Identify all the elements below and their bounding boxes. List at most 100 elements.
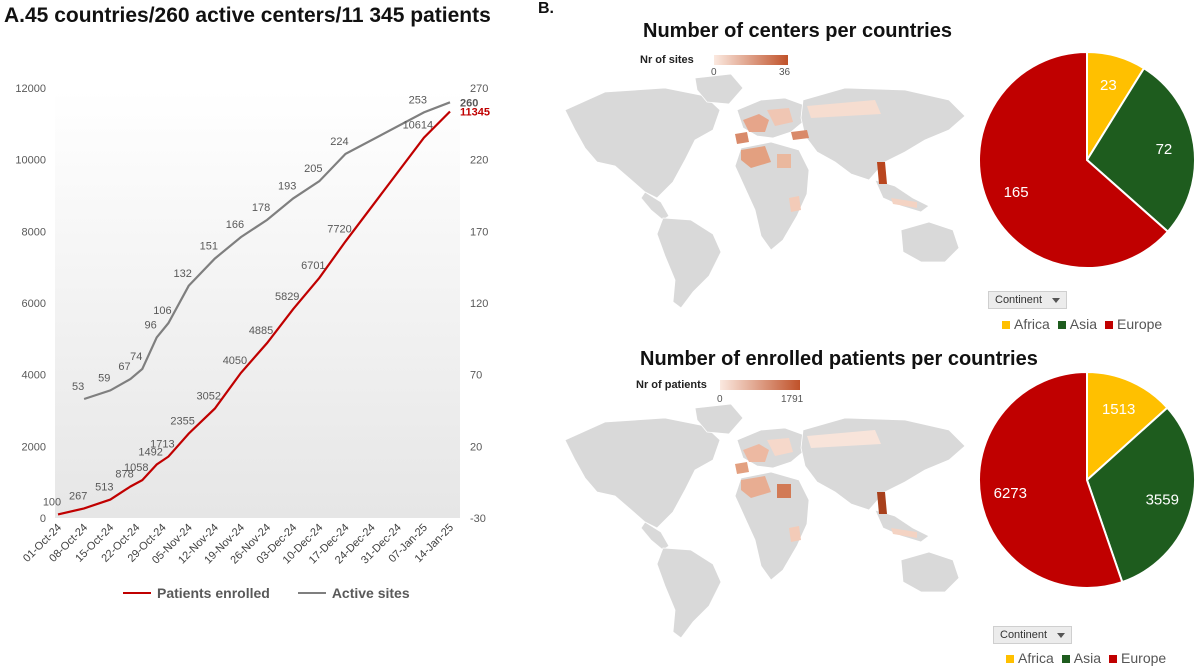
sites-point-label: 106 [153, 305, 171, 317]
right-tick-label: 170 [470, 226, 488, 238]
left-tick-label: 8000 [22, 226, 46, 238]
europe-swatch [1105, 321, 1114, 329]
legend-asia: Asia [1069, 316, 1098, 332]
sites-point-label: 178 [252, 202, 270, 214]
left-tick-label: 6000 [22, 298, 46, 310]
highlight-egypt [777, 154, 791, 168]
pie-patients: 1513 3559 6273 [977, 370, 1196, 589]
patients-point-label: 1713 [150, 439, 174, 451]
asia-swatch [1061, 655, 1070, 663]
highlight-north-africa-2 [741, 476, 771, 498]
right-tick-label: 220 [470, 155, 488, 167]
highlight-turkey [791, 130, 809, 140]
pie-slice-europe [978, 50, 1170, 269]
sites-point-label: 67 [118, 361, 130, 373]
pie-slice-asia [1085, 66, 1196, 234]
greenland [694, 73, 744, 105]
europe-swatch [1109, 655, 1118, 663]
sites-point-label: 260 [460, 97, 478, 109]
highlight-western-europe [743, 114, 769, 132]
pie-slice-asia [1085, 406, 1196, 584]
sites-point-label: 132 [173, 268, 191, 280]
legend-africa: Africa [1018, 650, 1054, 666]
continent-legend-2: Africa Asia Europe [1006, 650, 1166, 666]
australia-2 [900, 551, 960, 593]
patients-point-label: 2355 [170, 416, 194, 428]
right-tick-label: 20 [470, 441, 482, 453]
patients-point-label: 100 [43, 496, 61, 508]
sites-point-label: 74 [130, 351, 142, 363]
highlight-east-africa-2 [789, 526, 801, 542]
pie-centers: 23 72 165 [978, 50, 1196, 269]
left-tick-label: 12000 [15, 83, 46, 95]
continent-legend-1: Africa Asia Europe [1002, 316, 1162, 332]
highlight-indonesia-2 [891, 528, 917, 538]
legend-sites-label: Active sites [331, 585, 410, 601]
right-tick-label: 120 [470, 298, 488, 310]
legend-europe: Europe [1117, 316, 1163, 332]
continent-filter-1[interactable]: Continent [988, 291, 1068, 309]
map1-scale-min: 0 [711, 67, 717, 78]
highlight-vietnam-2 [877, 492, 887, 514]
patients-point-label: 6701 [301, 260, 325, 272]
highlight-iberia-2 [735, 462, 749, 474]
sites-point-label: 96 [145, 319, 157, 331]
patients-point-label: 11345 [460, 106, 490, 118]
patients-point-label: 10614 [403, 120, 434, 132]
pie-slice-label: 6273 [994, 485, 1027, 502]
north-america-2 [564, 417, 721, 529]
highlight-central-europe [767, 108, 793, 126]
highlight-russia [807, 100, 881, 118]
continent-filter-label: Continent [1000, 629, 1048, 641]
sites-line [83, 101, 451, 401]
left-tick-label: 2000 [22, 441, 46, 453]
south-america-2 [656, 547, 722, 639]
africa-swatch [1002, 321, 1010, 329]
pie-slice-label: 165 [1004, 184, 1029, 201]
map2-scale-title: Nr of patients [636, 379, 707, 391]
legend-asia: Asia [1073, 650, 1102, 666]
legend-patients-swatch [123, 592, 151, 594]
sites-point-label: 253 [409, 94, 427, 106]
highlight-east-africa [789, 196, 801, 212]
legend-africa: Africa [1014, 316, 1050, 332]
australia [900, 221, 960, 263]
highlight-central-europe-2 [767, 438, 793, 456]
right-tick-label: -30 [470, 513, 486, 525]
plot-area [55, 90, 460, 518]
continent-filter-label: Continent [995, 294, 1043, 306]
line-legend: Patients enrolled Active sites [123, 585, 410, 601]
pie-slice-africa [1086, 370, 1169, 483]
legend-sites: Active sites [297, 585, 410, 601]
map1-scale-max: 36 [779, 67, 791, 78]
africa-swatch [1006, 655, 1014, 663]
patients-point-label: 1492 [138, 447, 162, 459]
highlight-western-europe-2 [743, 444, 769, 462]
sites-point-label: 193 [278, 180, 296, 192]
patients-point-label: 1058 [124, 462, 148, 474]
sites-point-label: 224 [330, 136, 348, 148]
map1-scale-title: Nr of sites [640, 54, 694, 66]
south-america [656, 217, 722, 309]
left-tick-label: 0 [40, 513, 46, 525]
sites-point-label: 205 [304, 163, 322, 175]
sites-point-label: 151 [200, 241, 218, 253]
sites-point-label: 166 [226, 219, 244, 231]
southeast-asia [874, 179, 930, 213]
map1-title: Number of centers per countries [643, 20, 952, 42]
map2-scale-max: 1791 [781, 394, 804, 405]
patients-line [57, 110, 451, 516]
pie-slice-label: 3559 [1146, 491, 1179, 508]
patients-point-label: 7720 [327, 223, 351, 235]
legend-europe: Europe [1121, 650, 1167, 666]
chevron-down-icon [1057, 632, 1066, 638]
panel-b-label: B. [538, 0, 554, 17]
world-map-patients [564, 403, 966, 639]
continent-filter-2[interactable]: Continent [993, 626, 1073, 644]
north-america [564, 87, 721, 199]
line-chart: 0 2000 4000 6000 8000 10000 12000 -30 20 70 120 17… [15, 83, 490, 566]
southeast-asia-2 [874, 509, 930, 543]
legend-patients: Patients enrolled [123, 585, 270, 601]
sites-point-label: 59 [98, 372, 110, 384]
legend-sites-swatch [297, 592, 326, 594]
